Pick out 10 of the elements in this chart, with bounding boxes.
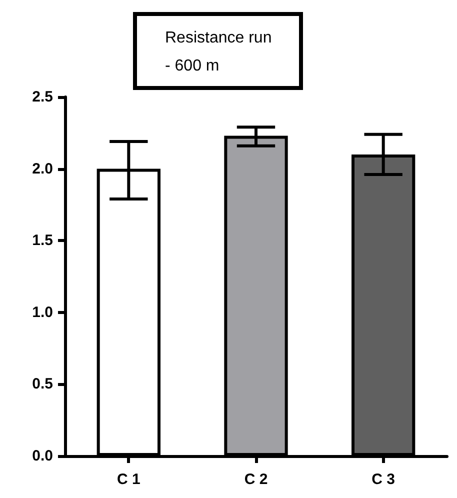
y-tick-label: 0.0 [32,448,53,464]
y-tick-label: 0.5 [32,376,53,393]
y-tick-label: 2.5 [32,88,53,106]
y-tick-label: 1.0 [32,304,53,321]
x-tick-label: C 3 [372,471,396,488]
y-tick-label: 2.0 [32,160,53,178]
y-tick-label: 1.5 [32,232,53,250]
x-tick-label: C 1 [116,471,140,488]
x-tick-label: C 2 [244,471,268,488]
chart-title: Resistance run - 600 m [165,30,272,74]
